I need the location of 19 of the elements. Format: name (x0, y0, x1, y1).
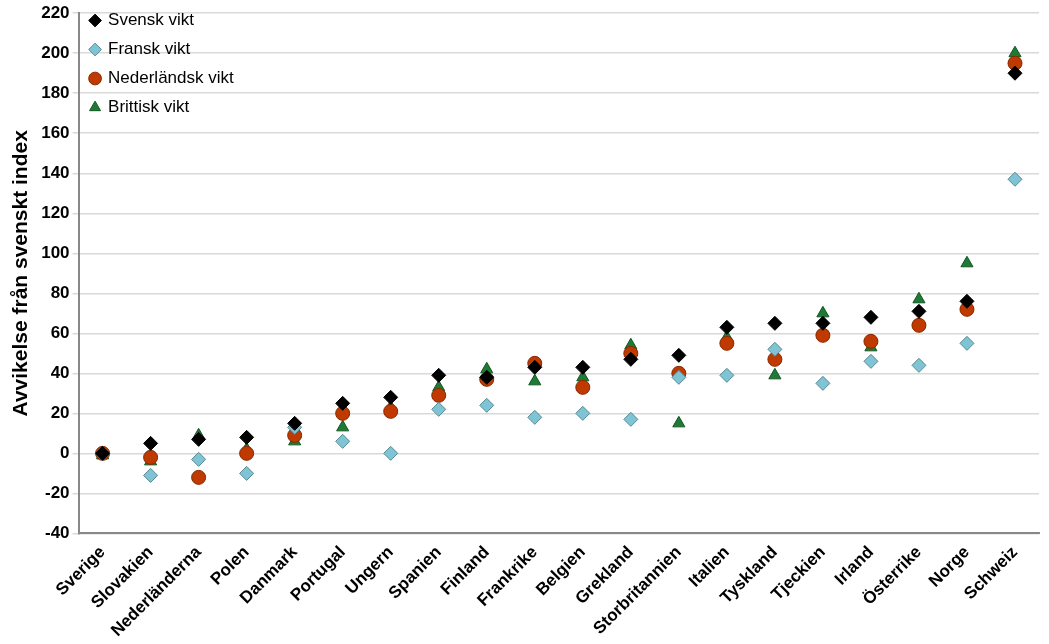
y-tick-label: 120 (41, 202, 70, 222)
y-axis-title: Avvikelse från svenskt index (8, 129, 32, 417)
y-tick-label: 80 (50, 283, 70, 302)
y-tick-label: -20 (44, 483, 70, 503)
y-tick-label: 40 (50, 363, 70, 383)
y-tick-label: 0 (60, 443, 70, 463)
y-tick-label: 100 (41, 242, 70, 262)
y-tick-label: 60 (50, 323, 70, 343)
y-tick-label: 140 (41, 162, 70, 182)
y-tick-label: 200 (41, 42, 70, 62)
y-tick-label: 20 (50, 403, 70, 423)
legend-label: Svensk vikt (108, 10, 195, 30)
y-tick-label: -40 (44, 523, 70, 543)
y-tick-label: 160 (41, 122, 70, 142)
legend-label: Nederländsk vikt (108, 68, 235, 88)
y-tick-label: 220 (41, 2, 70, 22)
y-tick-label: 180 (41, 82, 70, 102)
legend-label: Brittisk vikt (108, 97, 190, 117)
legend-label: Fransk vikt (108, 39, 191, 59)
